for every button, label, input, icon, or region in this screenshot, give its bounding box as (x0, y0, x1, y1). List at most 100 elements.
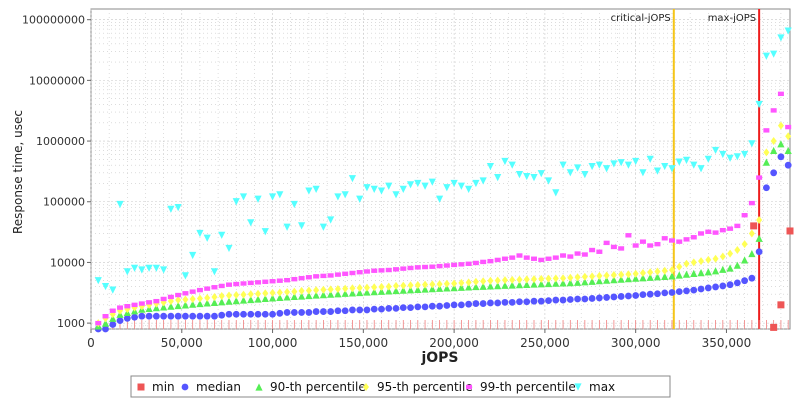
data-point (683, 237, 690, 242)
data-point (756, 216, 763, 225)
data-point (247, 295, 255, 304)
data-point (145, 264, 153, 272)
legend-item: 95-th percentile (363, 380, 473, 394)
data-point (501, 157, 509, 166)
data-point (414, 285, 422, 293)
data-point (109, 286, 117, 294)
data-point (639, 291, 647, 299)
data-point (385, 304, 393, 312)
data-point (588, 162, 596, 171)
data-point (690, 161, 698, 169)
data-point (291, 287, 298, 296)
data-point (654, 241, 661, 247)
data-point (690, 286, 698, 294)
data-point (254, 195, 262, 203)
data-point (327, 308, 335, 315)
data-point (443, 184, 451, 192)
data-point (421, 182, 429, 190)
data-point (443, 279, 450, 288)
data-point (101, 319, 110, 327)
data-point (733, 153, 741, 161)
data-point (291, 276, 298, 282)
data-point (393, 281, 400, 290)
data-point (545, 274, 552, 283)
data-point (101, 282, 110, 291)
data-point (494, 282, 502, 290)
data-point (298, 292, 306, 300)
data-point (371, 268, 378, 273)
data-point (443, 302, 451, 309)
data-point (363, 283, 370, 292)
data-point (363, 184, 371, 192)
data-point (377, 187, 386, 195)
data-point (232, 310, 240, 318)
x-tick-label: 50,000 (161, 336, 203, 350)
data-point (407, 265, 414, 271)
y-tick-label: 10000000 (29, 74, 85, 87)
data-point (160, 296, 167, 302)
data-point (313, 286, 320, 295)
data-point (153, 298, 160, 304)
data-point (371, 283, 378, 292)
data-point (174, 204, 182, 212)
data-point (451, 262, 458, 268)
data-point (204, 293, 211, 302)
data-point (298, 286, 305, 295)
data-point (290, 292, 298, 301)
data-point (610, 276, 618, 284)
data-point (750, 222, 758, 230)
legend-swatch (466, 384, 472, 390)
data-point (698, 257, 705, 266)
data-point (748, 229, 755, 238)
data-point (378, 305, 385, 313)
data-point (603, 276, 611, 284)
data-point (632, 274, 640, 282)
data-point (530, 173, 538, 182)
data-point (610, 244, 617, 250)
data-point (552, 189, 560, 197)
legend-label: max (589, 380, 615, 394)
data-point (566, 279, 574, 287)
data-point (117, 305, 124, 310)
data-point (196, 312, 204, 320)
data-point (167, 302, 175, 310)
data-point (632, 243, 639, 248)
data-point (152, 264, 160, 272)
data-point (298, 275, 305, 281)
data-point (785, 132, 792, 141)
data-point (356, 195, 364, 203)
data-point (653, 273, 662, 281)
series-90-th-percentile (94, 140, 792, 330)
data-point (538, 274, 545, 283)
data-point (581, 278, 589, 286)
data-point (574, 251, 581, 256)
data-point (755, 248, 763, 256)
data-point (748, 274, 756, 282)
data-point (131, 302, 138, 308)
data-point (399, 304, 407, 312)
data-point (305, 275, 312, 280)
data-point (457, 301, 465, 309)
data-point (414, 280, 421, 289)
x-axis-ticks: 0 50,000 100,000 150,000 200,000 250,000 300,0… (87, 329, 751, 350)
series-median (94, 153, 792, 333)
data-point (428, 302, 436, 310)
data-point (109, 321, 117, 328)
data-point (785, 124, 792, 130)
data-point (697, 285, 705, 293)
data-point (544, 177, 553, 185)
data-point (327, 285, 334, 294)
data-point (327, 273, 334, 278)
data-point (676, 262, 683, 271)
data-point (573, 164, 582, 172)
data-point (138, 266, 146, 274)
data-point (595, 294, 603, 302)
data-point (451, 279, 458, 288)
data-point (138, 312, 146, 320)
data-point (552, 274, 559, 283)
data-point (232, 297, 240, 305)
data-point (290, 309, 298, 316)
data-point (421, 285, 429, 293)
data-point (697, 268, 705, 277)
data-point (160, 312, 168, 320)
